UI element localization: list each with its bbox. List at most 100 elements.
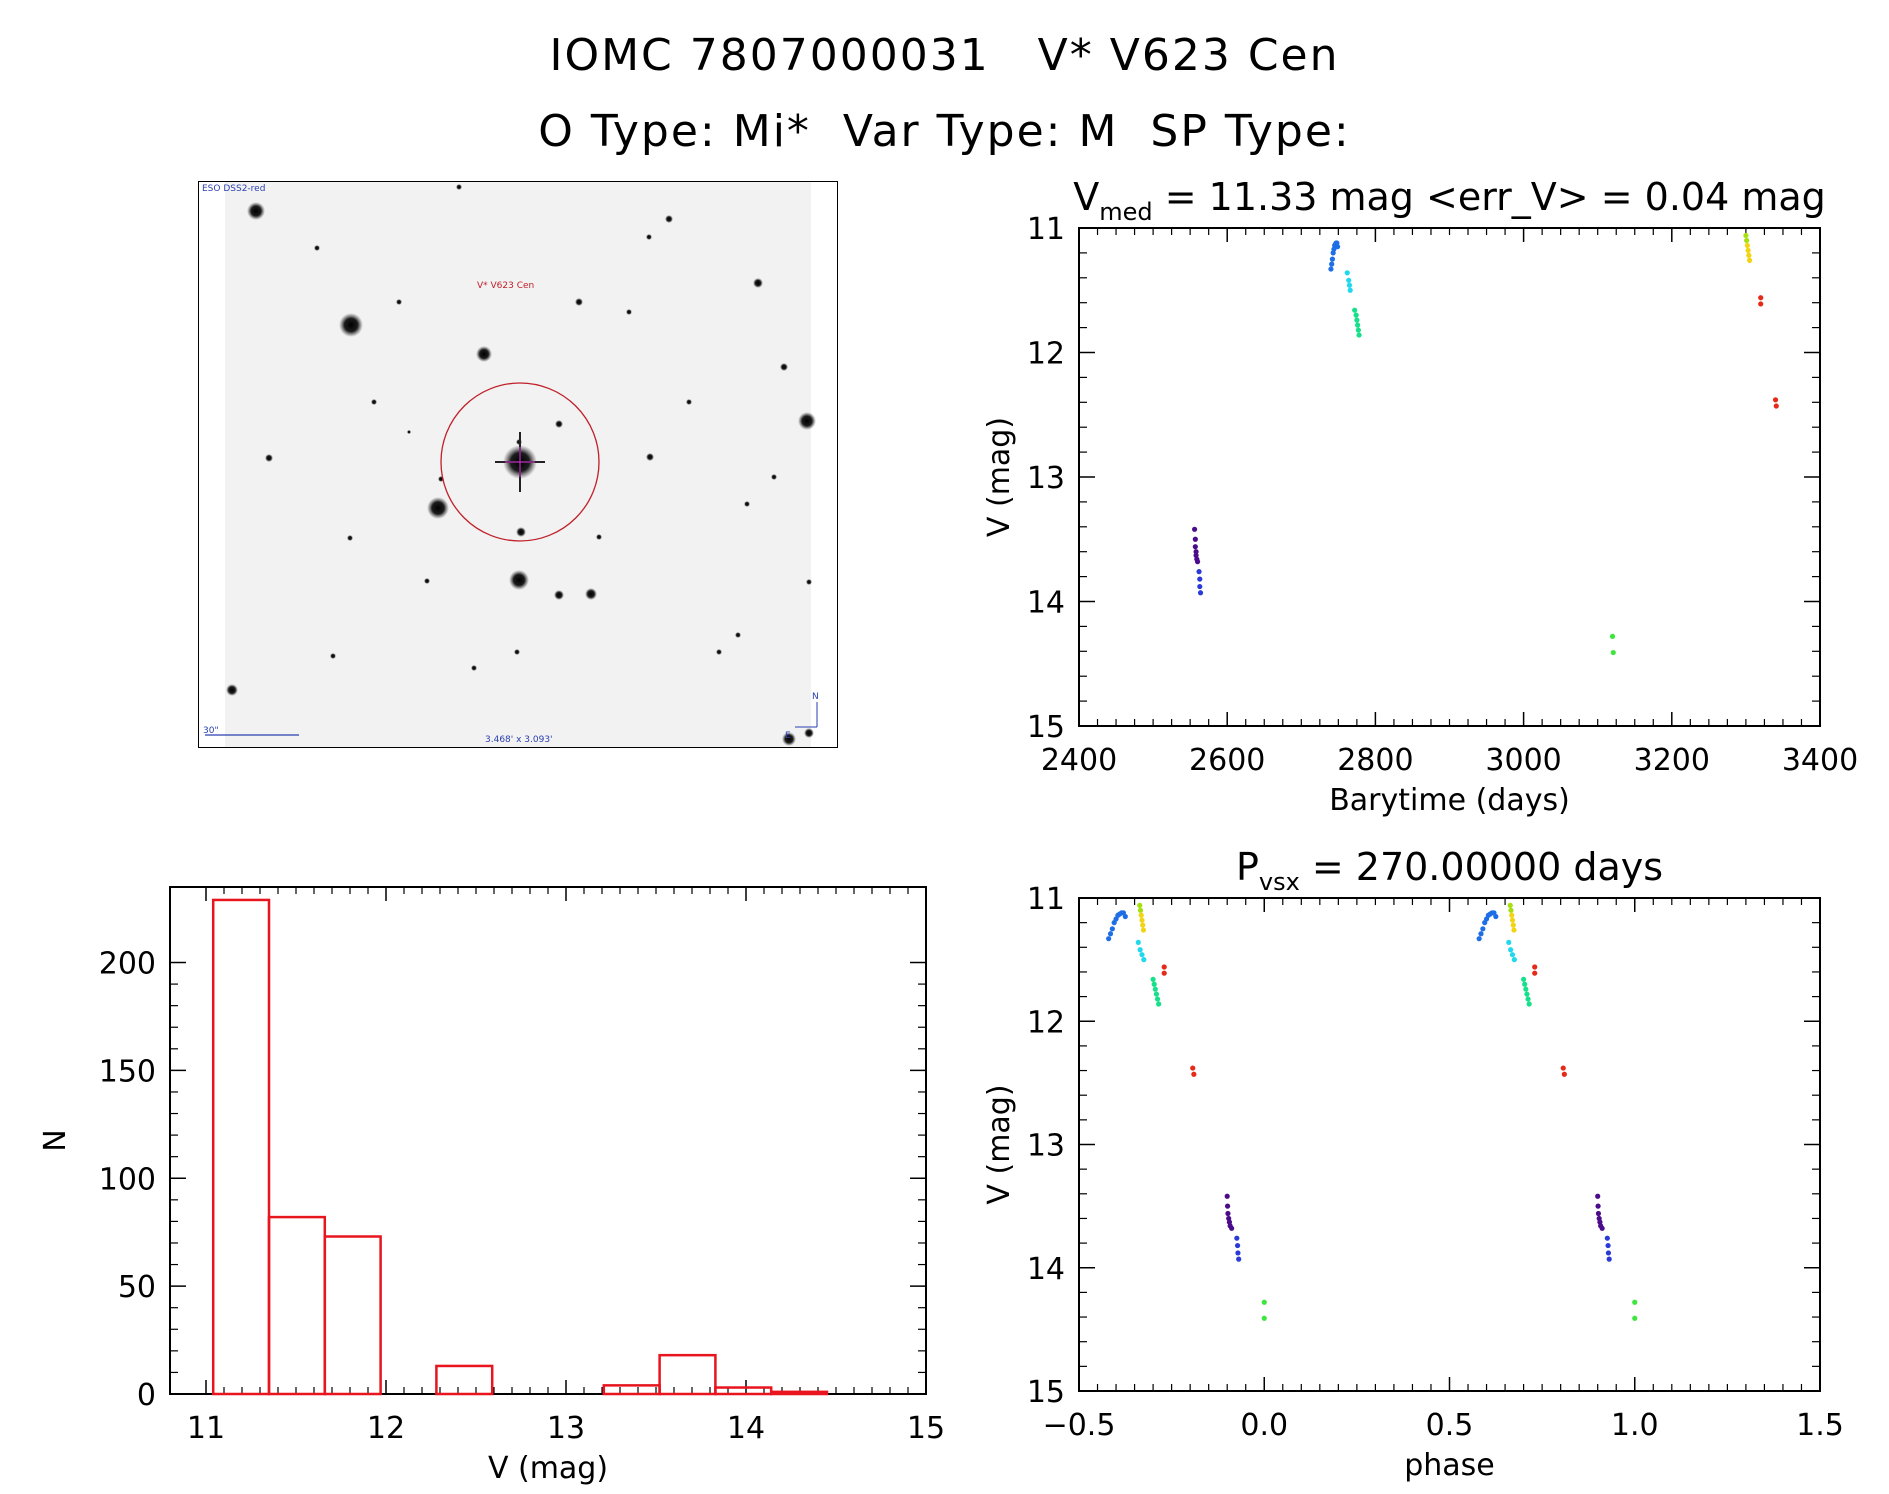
field-star — [554, 590, 564, 600]
lightcurve-point — [1355, 327, 1361, 333]
field-star — [806, 579, 812, 585]
phased-point — [1595, 1210, 1602, 1217]
lightcurve-xtick-label: 3200 — [1634, 743, 1710, 778]
field-star — [804, 728, 814, 738]
lightcurve-xtick-label: 3400 — [1782, 743, 1858, 778]
phased-point — [1524, 991, 1530, 997]
phased-point — [1106, 936, 1112, 942]
phased-ytick-label: 12 — [1027, 1005, 1065, 1040]
field-star — [427, 497, 449, 519]
histogram-bar — [323, 1235, 382, 1396]
phased-point — [1508, 907, 1514, 913]
phased-point — [1595, 1203, 1601, 1209]
field-star — [665, 215, 673, 223]
phased-point — [1190, 1065, 1196, 1071]
histogram-xlabel: V (mag) — [488, 1451, 608, 1486]
field-star — [247, 202, 265, 220]
histogram-bar — [435, 1364, 494, 1396]
phased-point — [1107, 931, 1114, 937]
finder-chart-image: ESO DSS2-red V* V623 Cen 30" 3.468' x 3.… — [198, 181, 838, 748]
phased-point — [1224, 1203, 1231, 1209]
lightcurve-ylabel: V (mag) — [982, 417, 1017, 537]
phased-axes: −0.5 0.0 0.5 1.0 1.5 11 12 13 14 15 phase V (mag) Pv… — [982, 845, 1844, 1483]
histogram-ytick-label: 100 — [99, 1162, 156, 1197]
lightcurve-point — [1610, 649, 1616, 656]
lightcurve-point — [1344, 270, 1350, 276]
phased-point — [1478, 931, 1484, 937]
histogram-bar — [602, 1384, 661, 1396]
phased-point — [1109, 926, 1115, 932]
phased-xtick-label: 1.5 — [1796, 1408, 1844, 1443]
lightcurve-point — [1329, 256, 1336, 262]
lightcurve-title: Vmed = 11.33 mag <err_V> = 0.04 mag — [1073, 175, 1826, 226]
phased-point — [1506, 939, 1512, 945]
lightcurve-point — [1328, 266, 1334, 272]
phased-point — [1161, 970, 1167, 976]
phased-point — [1511, 957, 1517, 963]
field-star — [596, 534, 602, 540]
lightcurve-xlabel: Barytime (days) — [1329, 783, 1570, 818]
phased-point — [1599, 1225, 1605, 1231]
north-label: N — [812, 692, 819, 702]
field-star — [396, 299, 402, 305]
lightcurve-point — [1609, 633, 1616, 639]
lightcurve-point — [1354, 317, 1360, 323]
lightcurve-point — [1346, 277, 1352, 283]
field-star — [798, 412, 816, 430]
field-star — [555, 420, 563, 428]
phased-point — [1137, 907, 1144, 913]
lightcurve-point — [1352, 307, 1358, 313]
field-star — [585, 588, 597, 600]
lightcurve-point — [1192, 536, 1198, 542]
lightcurve-axes: 2400 2600 2800 3000 3200 3400 11 12 13 14 15 Baryti… — [982, 175, 1858, 818]
phased-point — [1560, 1065, 1566, 1071]
phased-point — [1508, 947, 1514, 953]
field-star — [471, 665, 477, 671]
phased-xtick-label: −0.5 — [1043, 1408, 1116, 1443]
phased-point — [1604, 1235, 1610, 1241]
lightcurve-point — [1758, 301, 1764, 307]
lightcurve-point — [1193, 549, 1199, 555]
field-star — [735, 632, 741, 638]
histogram-bar — [769, 1390, 829, 1396]
phased-point — [1261, 1315, 1267, 1321]
phased-point — [1161, 964, 1167, 970]
lightcurve-point — [1194, 559, 1201, 565]
lightcurve-xtick-label: 2400 — [1041, 743, 1117, 778]
phased-point — [1234, 1242, 1241, 1249]
histogram-bar — [211, 898, 271, 1396]
lightcurve-point — [1773, 403, 1779, 409]
field-star — [347, 535, 353, 541]
phased-point — [1236, 1256, 1242, 1262]
phased-point — [1140, 927, 1147, 933]
lightcurve-point — [1346, 282, 1353, 288]
object-type-line: O Type: Mi* Var Type: M SP Type: — [538, 106, 1351, 157]
phased-point — [1509, 912, 1515, 918]
lightcurve-point — [1744, 237, 1750, 244]
chart-title: IOMC 7807000031 V* V623 Cen — [549, 30, 1340, 81]
histogram-bar — [658, 1353, 717, 1396]
phased-point — [1523, 986, 1529, 992]
histogram-ytick-label: 50 — [118, 1270, 156, 1305]
phased-point — [1234, 1235, 1240, 1241]
field-star — [686, 399, 692, 405]
lightcurve-point — [1191, 526, 1198, 532]
phased-point — [1510, 922, 1516, 928]
phased-point — [1225, 1210, 1231, 1217]
histogram-ylabel: N — [38, 1129, 73, 1151]
phased-point — [1525, 996, 1531, 1002]
phased-point — [1137, 902, 1143, 908]
phased-point — [1526, 1001, 1532, 1007]
phased-point — [1141, 957, 1147, 963]
lightcurve-point — [1772, 397, 1779, 403]
lightcurve-point — [1335, 244, 1341, 250]
field-star — [516, 527, 526, 537]
phased-point — [1156, 1001, 1162, 1007]
phased-point — [1122, 913, 1128, 920]
histogram-bar — [714, 1386, 773, 1396]
phased-ytick-label: 13 — [1027, 1129, 1065, 1164]
histogram-xtick-label: 15 — [907, 1411, 945, 1446]
histogram-ytick-label: 0 — [137, 1378, 156, 1413]
east-label: E — [785, 731, 791, 741]
lightcurve-point — [1329, 261, 1335, 267]
